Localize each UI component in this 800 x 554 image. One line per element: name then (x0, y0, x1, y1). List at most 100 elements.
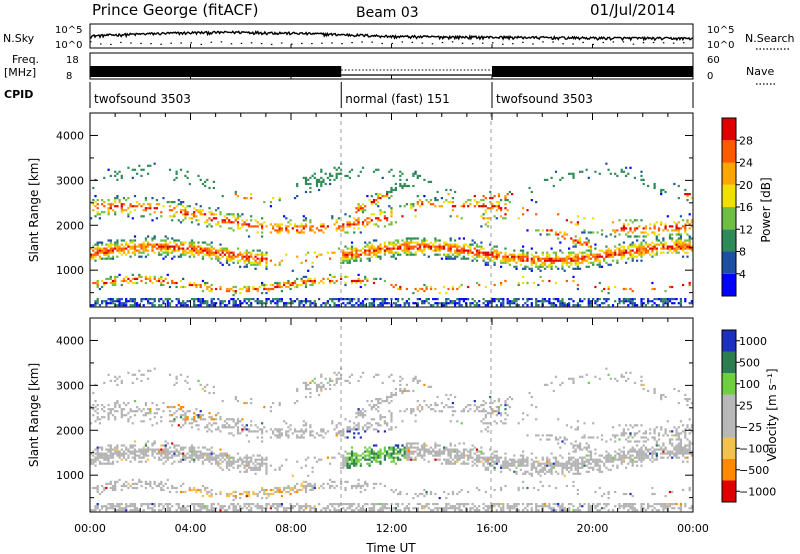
velocity-cell (370, 503, 373, 506)
power-cell (579, 239, 582, 242)
velocity-cell (120, 488, 123, 492)
power-cell (357, 304, 360, 307)
velocity-cell (186, 418, 189, 421)
power-cell (449, 239, 452, 242)
power-cell (576, 239, 579, 242)
power-cell (627, 298, 630, 301)
power-cell (313, 300, 316, 303)
power-cell (684, 243, 687, 246)
velocity-cell (158, 448, 161, 451)
power-cell (484, 261, 487, 264)
velocity-cell (370, 456, 373, 459)
power-cell (644, 235, 647, 238)
power-cell (644, 247, 647, 250)
velocity-cell (401, 377, 404, 380)
power-cell (631, 290, 634, 293)
power-cell (447, 193, 450, 196)
power-cell (122, 277, 126, 280)
power-cell (445, 243, 448, 246)
power-cell (526, 300, 529, 303)
velocity-cell (105, 505, 108, 508)
velocity-cell (111, 507, 115, 510)
velocity-cell (232, 460, 235, 463)
power-cell (375, 253, 378, 256)
power-cell (368, 253, 371, 256)
power-cell (379, 211, 382, 214)
power-cell (131, 251, 134, 254)
velocity-cell (359, 412, 362, 415)
velocity-cell (285, 509, 288, 512)
power-cell (103, 201, 106, 204)
power-cell (217, 255, 220, 258)
power-cell (304, 178, 308, 181)
power-cell (364, 219, 367, 222)
power-cell (155, 243, 158, 246)
power-cell (475, 249, 479, 252)
velocity-cell (195, 414, 198, 417)
power-cell (640, 300, 643, 303)
velocity-cell (311, 470, 314, 473)
power-cell (688, 237, 691, 240)
power-cell (603, 257, 606, 260)
power-cell (96, 253, 99, 256)
power-cell (342, 249, 345, 252)
velocity-cell (370, 450, 373, 453)
power-cell (368, 245, 371, 248)
power-cell (296, 182, 299, 186)
power-cell (568, 253, 571, 256)
power-cell (515, 255, 518, 258)
noise-search-mark (612, 41, 615, 43)
velocity-cell (217, 428, 220, 431)
power-cell (361, 166, 365, 169)
power-cell (690, 237, 693, 240)
power-cell (359, 209, 362, 212)
velocity-cell (276, 505, 279, 508)
velocity-cell (120, 484, 123, 488)
power-cell (116, 298, 119, 301)
velocity-cell (114, 488, 117, 492)
power-cell (458, 237, 461, 240)
power-cell (234, 302, 237, 305)
power-cell (596, 304, 599, 307)
velocity-cell (350, 446, 354, 449)
velocity-cell (239, 470, 242, 473)
power-cell (107, 277, 110, 280)
power-cell (379, 249, 382, 252)
power-cell (434, 237, 437, 240)
velocity-cell (322, 436, 325, 439)
power-cell (469, 199, 472, 202)
power-cell (405, 300, 408, 303)
power-cell (322, 225, 325, 228)
power-cell (153, 298, 156, 301)
velocity-cell (261, 422, 264, 425)
power-cell (355, 259, 358, 262)
velocity-cell (136, 509, 139, 512)
velocity-cell (162, 488, 165, 492)
velocity-cell (153, 450, 156, 453)
power-cell (359, 304, 362, 307)
velocity-cell (348, 464, 351, 467)
power-cell (655, 235, 658, 238)
power-cell (598, 249, 601, 252)
power-cell (219, 285, 222, 289)
velocity-cell (390, 446, 393, 449)
power-cell (625, 300, 628, 303)
velocity-cell (144, 503, 147, 506)
power-cell (289, 287, 292, 291)
power-cell (677, 241, 680, 244)
velocity-cell (160, 503, 163, 506)
power-cell (171, 209, 174, 212)
power-cell (480, 241, 483, 244)
power-cell (407, 243, 411, 246)
power-cell (469, 245, 472, 248)
power-cell (333, 304, 336, 307)
velocity-cell (379, 402, 382, 405)
velocity-cell (375, 454, 378, 457)
power-cell (142, 249, 145, 252)
velocity-cell (390, 393, 393, 397)
power-cell (491, 255, 494, 258)
power-cell (434, 245, 437, 248)
velocity-cell (179, 458, 183, 461)
power-cell (228, 251, 231, 254)
velocity-cell (109, 444, 112, 447)
